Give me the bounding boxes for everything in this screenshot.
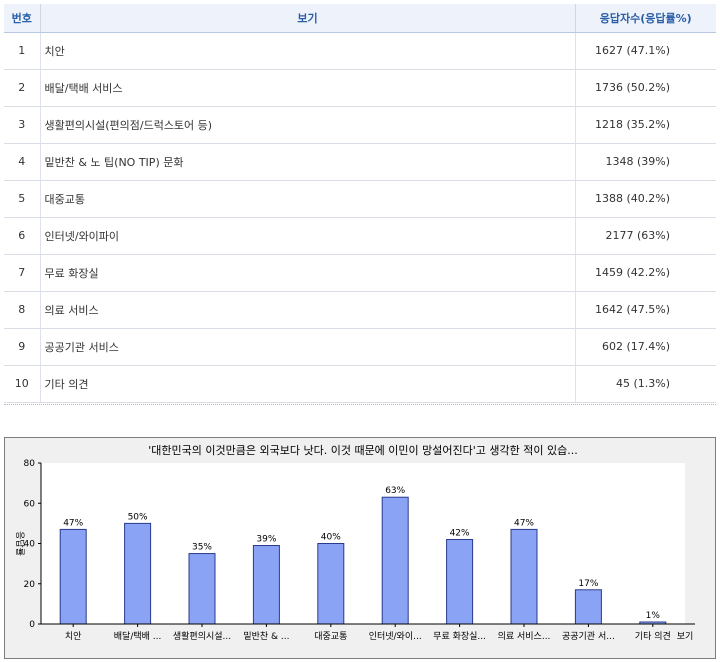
chart-title: '대한민국의 이것만큼은 외국보다 낫다. 이것 때문에 이민이 망설어진다'고… <box>148 444 577 457</box>
header-option: 보기 <box>40 4 576 33</box>
x-axis-label: 보기 <box>677 631 694 642</box>
row-number: 7 <box>4 254 41 292</box>
row-number: 2 <box>4 69 41 107</box>
x-tick-label: 의료 서비스... <box>498 631 551 642</box>
table-row: 8 의료 서비스 1642 (47.5%) <box>4 291 716 329</box>
row-responses: 45 (1.3%) <box>575 365 716 403</box>
row-option: 생활편의시설(편의점/드럭스토어 등) <box>40 106 576 144</box>
row-responses: 2177 (63%) <box>575 217 716 255</box>
x-tick-label: 치안 <box>65 630 82 642</box>
row-responses: 1627 (47.1%) <box>575 32 716 70</box>
row-responses: 602 (17.4%) <box>575 328 716 366</box>
table-row: 5 대중교통 1388 (40.2%) <box>4 180 716 218</box>
row-option: 의료 서비스 <box>40 291 576 329</box>
data-label: 50% <box>128 512 148 522</box>
bar <box>188 553 216 625</box>
data-label: 47% <box>63 518 83 528</box>
table-row: 9 공공기관 서비스 602 (17.4%) <box>4 328 716 366</box>
y-axis-label: 응답률 <box>14 531 26 556</box>
table-row: 6 인터넷/와이파이 2177 (63%) <box>4 217 716 255</box>
data-label: 17% <box>578 579 598 589</box>
row-option: 인터넷/와이파이 <box>40 217 576 255</box>
bar-chart-panel: '대한민국의 이것만큼은 외국보다 낫다. 이것 때문에 이민이 망설어진다'고… <box>4 437 716 659</box>
row-number: 5 <box>4 180 41 218</box>
y-tick-label: 40 <box>24 540 36 550</box>
table-header-row: 번호 보기 응답자수(응답률%) <box>4 4 716 33</box>
data-label: 1% <box>646 611 661 621</box>
data-label: 42% <box>450 528 470 538</box>
row-number: 8 <box>4 291 41 329</box>
table-row: 3 생활편의시설(편의점/드럭스토어 등) 1218 (35.2%) <box>4 106 716 144</box>
table-row: 7 무료 화장실 1459 (42.2%) <box>4 254 716 292</box>
row-responses: 1218 (35.2%) <box>575 106 716 144</box>
row-number: 9 <box>4 328 41 366</box>
bar <box>59 528 87 625</box>
x-tick-label: 생활편의시설... <box>173 630 231 642</box>
row-option: 무료 화장실 <box>40 254 576 292</box>
y-tick-label: 60 <box>24 499 36 509</box>
row-option: 대중교통 <box>40 180 576 218</box>
row-option: 밑반찬 & 노 팁(NO TIP) 문화 <box>40 143 576 181</box>
y-tick-label: 0 <box>29 620 35 630</box>
x-tick-label: 무료 화장실... <box>433 631 486 642</box>
table-row: 10 기타 의견 45 (1.3%) <box>4 365 716 403</box>
table-bottom-divider <box>4 404 716 405</box>
row-option: 배달/택배 서비스 <box>40 69 576 107</box>
bar <box>317 543 345 625</box>
data-label: 35% <box>192 543 212 553</box>
header-responses: 응답자수(응답률%) <box>575 4 716 33</box>
row-number: 1 <box>4 32 41 70</box>
row-number: 4 <box>4 143 41 181</box>
survey-results-table: 번호 보기 응답자수(응답률%) 1 치안 1627 (47.1%) 2 배달/택배 서… <box>4 4 716 403</box>
data-label: 63% <box>385 486 405 496</box>
row-responses: 1459 (42.2%) <box>575 254 716 292</box>
row-option: 공공기관 서비스 <box>40 328 576 366</box>
row-responses: 1642 (47.5%) <box>575 291 716 329</box>
x-tick-label: 공공기관 서... <box>562 631 615 642</box>
table-row: 1 치안 1627 (47.1%) <box>4 32 716 70</box>
bar <box>510 528 538 625</box>
row-responses: 1388 (40.2%) <box>575 180 716 218</box>
data-label: 39% <box>256 535 276 545</box>
row-responses: 1348 (39%) <box>575 143 716 181</box>
bar <box>124 522 152 625</box>
header-number: 번호 <box>4 4 41 33</box>
y-tick-label: 20 <box>24 580 36 590</box>
row-option: 기타 의견 <box>40 365 576 403</box>
row-option: 치안 <box>40 32 576 70</box>
bar <box>381 496 409 625</box>
x-tick-label: 기타 의견 <box>635 630 671 642</box>
table-body: 1 치안 1627 (47.1%) 2 배달/택배 서비스 1736 (50.2%) 3 생활… <box>4 32 716 403</box>
data-label: 47% <box>514 518 534 528</box>
bar <box>446 538 474 625</box>
bar <box>574 589 602 625</box>
table-row: 2 배달/택배 서비스 1736 (50.2%) <box>4 69 716 107</box>
x-tick-label: 밑반찬 & ... <box>243 630 289 642</box>
row-number: 10 <box>4 365 41 403</box>
row-number: 3 <box>4 106 41 144</box>
y-tick-label: 80 <box>24 459 36 469</box>
row-responses: 1736 (50.2%) <box>575 69 716 107</box>
bar-chart: '대한민국의 이것만큼은 외국보다 낫다. 이것 때문에 이민이 망설어진다'고… <box>14 444 695 642</box>
table-row: 4 밑반찬 & 노 팁(NO TIP) 문화 1348 (39%) <box>4 143 716 181</box>
x-tick-label: 대중교통 <box>314 631 347 642</box>
x-tick-label: 배달/택배 ... <box>114 630 162 642</box>
x-tick-label: 인터넷/와이... <box>369 630 422 642</box>
data-label: 40% <box>321 533 341 543</box>
row-number: 6 <box>4 217 41 255</box>
bar <box>252 545 280 625</box>
